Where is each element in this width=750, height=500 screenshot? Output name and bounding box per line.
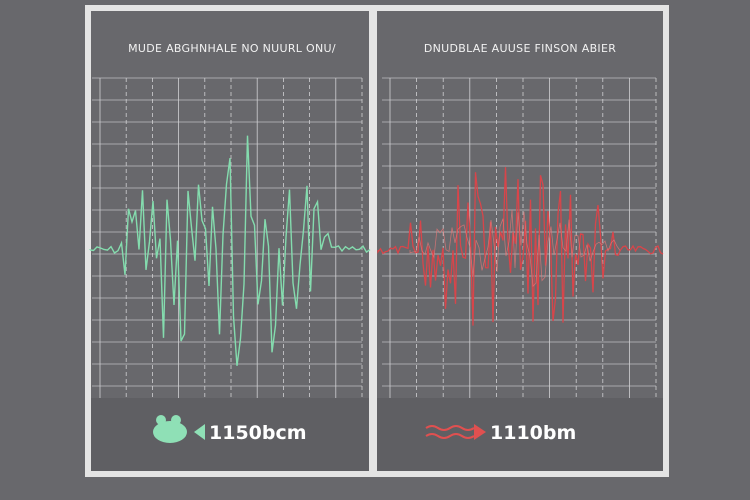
heart-icon-part xyxy=(171,415,181,425)
panel-title: MUDE ABGHNHALE NO NUURL ONU/ xyxy=(128,42,336,55)
grid xyxy=(92,77,657,398)
waveform xyxy=(89,135,371,366)
divider xyxy=(369,8,377,474)
reading: 1150bcm xyxy=(209,422,307,444)
arrow-icon xyxy=(474,424,486,440)
arrow-icon xyxy=(194,424,205,440)
heart-icon xyxy=(153,421,187,443)
wave-icon xyxy=(425,425,475,439)
waveform xyxy=(409,209,621,288)
waves xyxy=(89,135,664,366)
reading: 1110bm xyxy=(490,422,576,444)
heart-icon-part xyxy=(156,415,166,425)
panel-title: DNUDBLAE AUUSE FINSON ABIER xyxy=(424,42,616,55)
footer-right xyxy=(377,398,663,471)
footer-left xyxy=(91,398,369,471)
